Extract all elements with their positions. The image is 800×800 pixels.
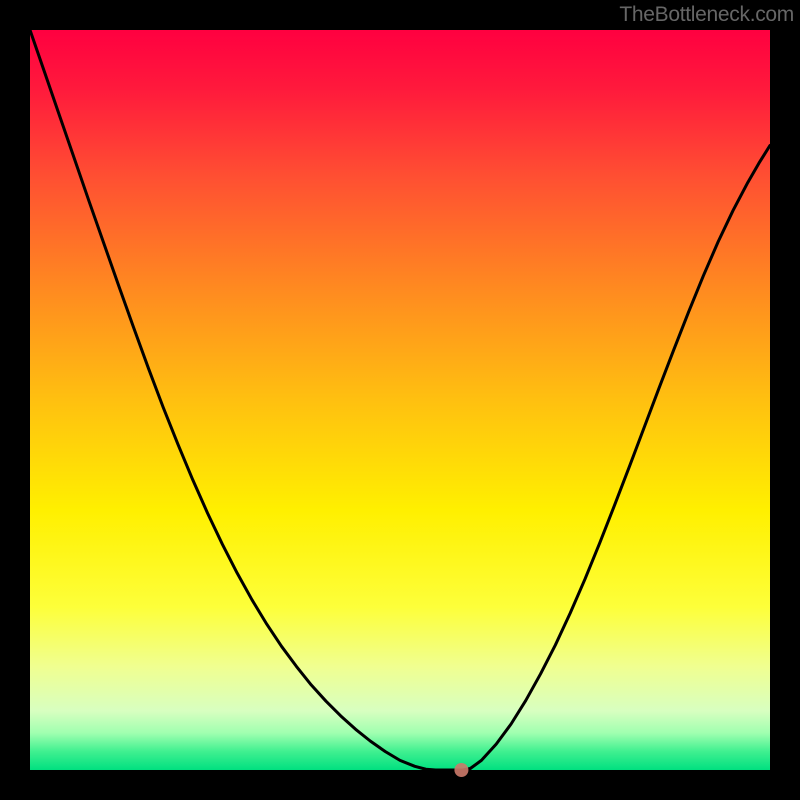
watermark-text: TheBottleneck.com — [619, 3, 794, 27]
plot-background — [30, 30, 770, 770]
minimum-marker — [454, 763, 468, 777]
chart-container: TheBottleneck.com — [0, 0, 800, 800]
bottleneck-chart — [0, 0, 800, 800]
